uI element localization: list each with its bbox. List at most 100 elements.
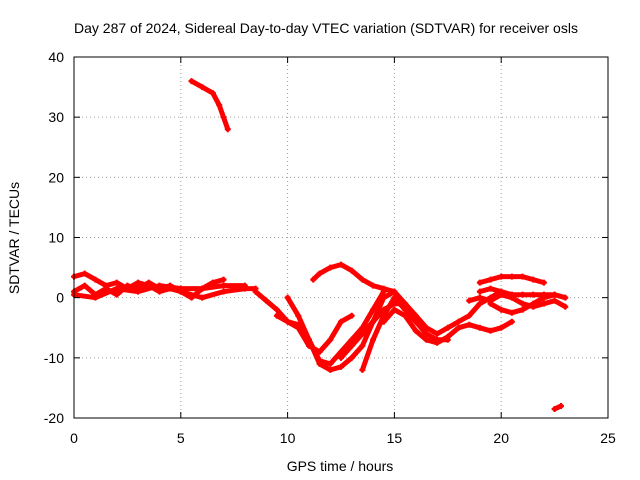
data-point (199, 294, 206, 301)
data-point (508, 318, 515, 325)
data-point (370, 282, 377, 289)
data-trace (253, 289, 355, 355)
data-point (498, 273, 505, 280)
data-point (273, 306, 280, 313)
data-point (92, 294, 99, 301)
data-point (551, 297, 558, 304)
data-point (338, 354, 344, 361)
data-point (113, 279, 120, 286)
y-tick-label: 40 (48, 49, 64, 65)
data-point (209, 90, 216, 97)
data-point (156, 282, 163, 289)
data-point (252, 288, 259, 295)
data-point (412, 327, 419, 334)
data-point (284, 294, 291, 301)
data-point (476, 288, 483, 295)
data-point (316, 357, 323, 364)
data-point (305, 336, 312, 343)
data-point (284, 318, 291, 325)
data-point (540, 279, 547, 286)
data-series-track-m (476, 273, 547, 286)
data-point (540, 300, 547, 307)
y-tick-label: 20 (48, 169, 64, 185)
y-axis-label: SDTVAR / TECUs (6, 182, 22, 294)
data-point (359, 276, 366, 283)
data-point (359, 324, 366, 331)
x-tick-label: 15 (387, 430, 403, 446)
data-point (476, 279, 483, 286)
data-point (263, 297, 270, 304)
data-series-track-o (476, 285, 558, 298)
data-series-track-p (551, 402, 565, 412)
data-point (444, 324, 451, 331)
data-point (199, 285, 206, 292)
data-trace (285, 289, 387, 367)
data-trace (466, 292, 568, 310)
data-point (220, 282, 227, 289)
data-point (92, 276, 99, 283)
data-point (135, 288, 142, 295)
data-point (498, 306, 505, 313)
data-point (519, 300, 526, 307)
data-point (434, 330, 441, 337)
data-series-track-j (359, 294, 451, 373)
data-point (562, 303, 569, 310)
data-point (380, 318, 387, 325)
data-point (530, 291, 537, 298)
data-point (295, 312, 302, 319)
x-tick-label: 20 (493, 430, 509, 446)
data-point (348, 342, 355, 349)
data-point (327, 336, 334, 343)
data-point (423, 330, 430, 337)
data-point (391, 294, 398, 301)
data-point (412, 318, 419, 325)
data-point (402, 312, 409, 319)
data-series (71, 78, 569, 412)
y-tick-label: 10 (48, 230, 64, 246)
data-point (327, 360, 334, 367)
data-point (434, 339, 441, 346)
x-tick-label: 25 (600, 430, 616, 446)
data-point (113, 285, 120, 292)
data-point (530, 276, 537, 283)
data-point (530, 300, 537, 307)
data-point (562, 294, 569, 301)
data-point (391, 306, 398, 313)
data-point (466, 312, 473, 319)
data-point (540, 291, 547, 298)
y-tick-label: -10 (44, 350, 64, 366)
data-point (327, 264, 334, 271)
data-point (476, 300, 483, 307)
data-point (348, 354, 355, 361)
data-point (508, 291, 515, 298)
data-point (145, 279, 152, 286)
data-point (81, 270, 88, 277)
data-point (359, 330, 366, 337)
gridlines (74, 57, 608, 418)
data-trace (338, 289, 504, 361)
data-point (359, 366, 366, 373)
data-point (135, 279, 142, 286)
data-point (220, 114, 227, 121)
data-point (380, 285, 387, 292)
axis-ticks: 0 5 10 15 20 25 -20 -10 0 10 20 30 40 (44, 49, 616, 446)
data-point (113, 291, 120, 298)
data-point (423, 336, 430, 343)
data-point (316, 270, 323, 277)
data-point (508, 273, 515, 280)
data-point (466, 321, 473, 328)
data-point (498, 324, 505, 331)
data-point (402, 306, 409, 313)
data-point (370, 318, 377, 325)
data-series-track-l (466, 291, 569, 310)
data-point (466, 297, 473, 304)
data-point (444, 333, 451, 340)
data-point (241, 282, 248, 289)
data-point (224, 126, 231, 133)
data-point (338, 318, 344, 325)
data-point (359, 342, 366, 349)
chart-title: Day 287 of 2024, Sidereal Day-to-day VTE… (74, 20, 578, 36)
data-series-track-h (310, 261, 398, 295)
